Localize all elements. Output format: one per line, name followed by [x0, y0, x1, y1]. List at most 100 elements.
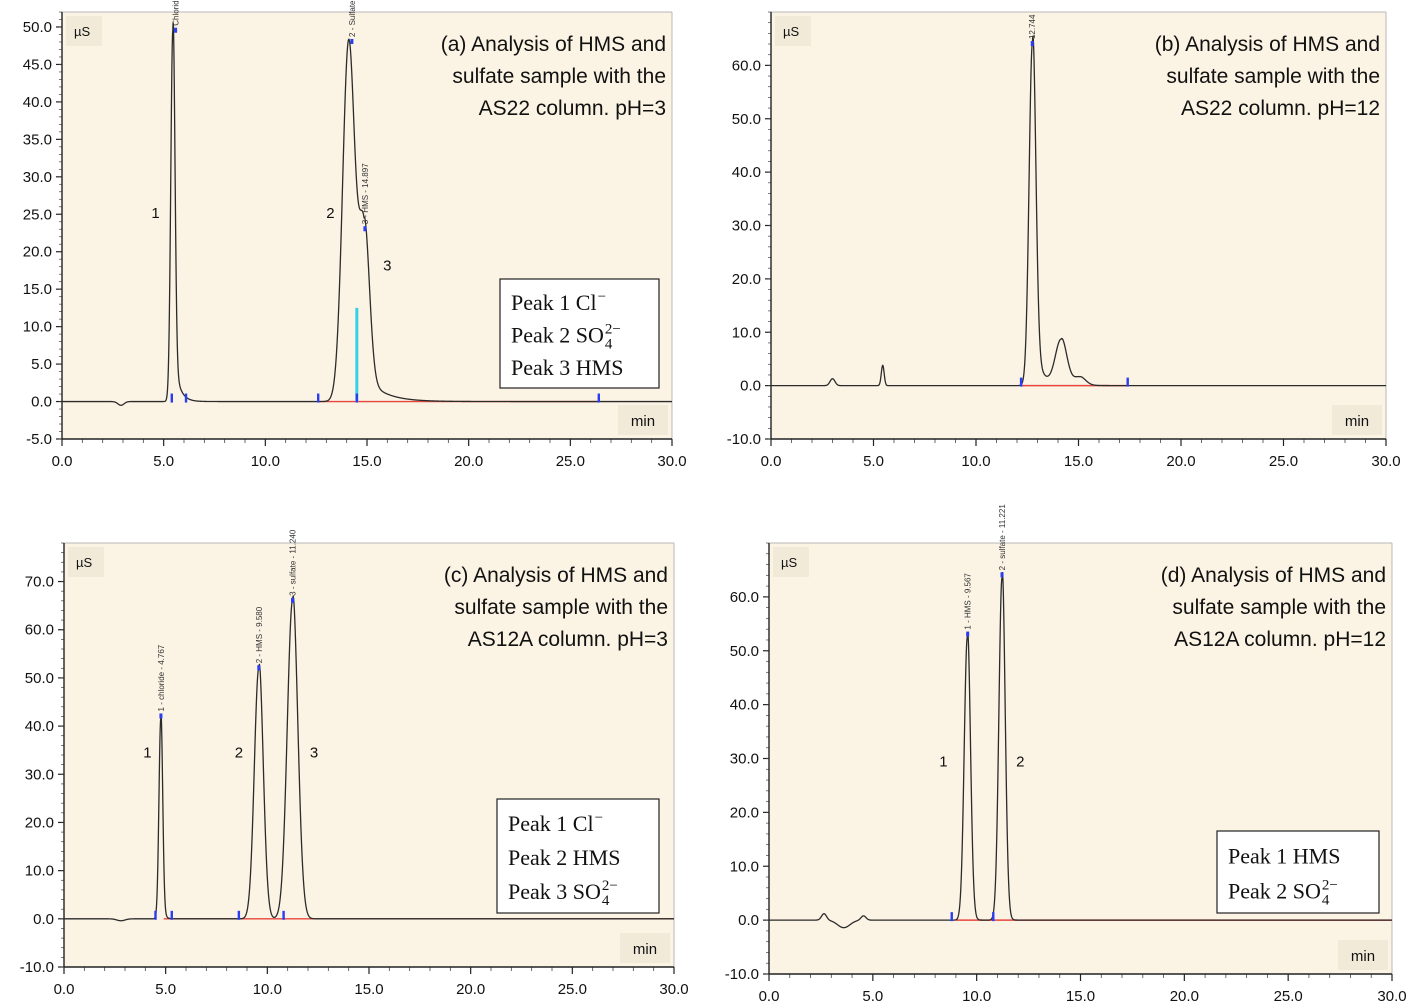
x-tick-label: 0.0	[761, 453, 782, 470]
x-tick-label: 0.0	[54, 981, 75, 998]
y-tick-label: 30.0	[23, 169, 52, 186]
y-tick-label: -5.0	[26, 431, 52, 448]
peak-apex-marker	[291, 597, 295, 603]
unit-label: µS	[74, 24, 90, 39]
x-unit-label-box	[1332, 405, 1382, 435]
panel-title-line: sulfate sample with the	[454, 596, 668, 619]
x-tick-label: 30.0	[659, 981, 688, 998]
legend-entry: Peak 3 HMS	[511, 355, 623, 380]
legend-entry: Peak 2 SO2− 4	[1228, 878, 1338, 909]
x-tick-label: 15.0	[352, 453, 381, 470]
y-tick-label: 0.0	[31, 394, 52, 411]
legend-box	[1216, 830, 1380, 914]
x-tick-label: 25.0	[1274, 988, 1303, 1005]
peak-label: 2 - Sulfate - 14.257	[348, 0, 357, 37]
peak-apex-marker	[257, 665, 261, 671]
x-tick-label: 25.0	[558, 981, 587, 998]
y-tick-label: 10.0	[732, 324, 761, 341]
y-tick-label: 10.0	[730, 858, 759, 875]
peak-number: 3	[310, 744, 318, 761]
x-tick-label: 20.0	[1166, 453, 1195, 470]
x-tick-label: 10.0	[961, 453, 990, 470]
peak-number: 2	[326, 205, 334, 222]
unit-label-box	[773, 547, 809, 577]
panel-title-line: (a) Analysis of HMS and	[441, 33, 666, 56]
integration-marker	[170, 393, 173, 403]
integration-marker	[317, 393, 320, 403]
x-tick-label: 25.0	[1269, 453, 1298, 470]
unit-label: µS	[781, 555, 797, 570]
panel-title-line: AS22 column. pH=12	[1181, 97, 1380, 120]
y-tick-label: 20.0	[25, 814, 54, 831]
chromatogram-trace	[771, 34, 1386, 387]
peak-apex-marker	[350, 38, 354, 44]
peak-apex-marker	[174, 27, 178, 33]
integration-marker	[1126, 377, 1129, 387]
y-tick-label: 60.0	[730, 589, 759, 606]
panel-title-line: AS12A column. pH=12	[1174, 628, 1386, 651]
x-tick-label: 15.0	[1066, 988, 1095, 1005]
y-tick-label: 70.0	[25, 574, 54, 591]
y-tick-label: 30.0	[732, 218, 761, 235]
y-tick-label: 60.0	[732, 57, 761, 74]
integration-marker	[184, 393, 188, 403]
y-tick-label: 50.0	[25, 670, 54, 687]
x-tick-label: 5.0	[863, 453, 884, 470]
legend-box	[496, 798, 660, 914]
integration-marker	[237, 910, 241, 920]
plot-area	[771, 12, 1386, 439]
x-unit-label: min	[1345, 413, 1369, 430]
integration-marker	[992, 912, 995, 922]
y-tick-label: 5.0	[31, 356, 52, 373]
peak-label: Chloride - 5.587	[172, 0, 181, 26]
peak-number: 2	[1016, 754, 1024, 771]
x-tick-label: 15.0	[1064, 453, 1093, 470]
panel-title-line: (b) Analysis of HMS and	[1155, 33, 1380, 56]
chromatogram-trace	[769, 572, 1392, 929]
peak-apex-marker	[159, 713, 163, 719]
chromatogram-trace	[62, 22, 672, 406]
y-tick-label: 0.0	[33, 911, 54, 928]
y-tick-label: 30.0	[730, 751, 759, 768]
peak-number: 2	[235, 744, 243, 761]
y-tick-label: 30.0	[25, 766, 54, 783]
y-tick-label: 0.0	[740, 378, 761, 395]
chart-panel-d: 0.0 5.0 10.0 15.0 20.0 25.0 30.0-10.00.010.020…	[725, 504, 1407, 1005]
x-tick-label: 20.0	[454, 453, 483, 470]
chart-panel-a: 0.0 5.0 10.0 15.0 20.0 25.0 30.0-5.00.05.010.0…	[23, 0, 687, 470]
x-unit-label: min	[631, 413, 655, 430]
y-tick-label: 10.0	[25, 863, 54, 880]
integration-marker	[282, 910, 285, 920]
x-tick-label: 0.0	[52, 453, 73, 470]
y-tick-label: 40.0	[25, 718, 54, 735]
y-tick-label: 45.0	[23, 56, 52, 73]
y-tick-label: 0.0	[738, 912, 759, 929]
y-tick-label: -10.0	[20, 959, 54, 976]
y-tick-label: 50.0	[23, 19, 52, 36]
y-tick-label: 25.0	[23, 206, 52, 223]
unit-label-box	[68, 547, 104, 577]
integration-marker	[597, 393, 600, 403]
peak-label: 12.744	[1028, 14, 1037, 39]
x-tick-label: 10.0	[962, 988, 991, 1005]
panel-title-line: sulfate sample with the	[1166, 65, 1380, 88]
x-tick-label: 30.0	[1377, 988, 1406, 1005]
integration-marker	[170, 910, 173, 920]
x-unit-label: min	[1351, 948, 1375, 965]
peak-apex-marker	[966, 631, 970, 637]
x-unit-label-box	[618, 405, 668, 435]
x-tick-label: 25.0	[556, 453, 585, 470]
peak-label: 1 - HMS - 9.567	[964, 573, 973, 630]
x-tick-label: 20.0	[456, 981, 485, 998]
x-tick-label: 0.0	[759, 988, 780, 1005]
integration-marker	[355, 393, 359, 403]
panel-title-line: AS22 column. pH=3	[479, 97, 666, 120]
y-tick-label: 15.0	[23, 281, 52, 298]
legend-entry: Peak 1 Cl−	[508, 810, 603, 836]
integration-marker	[1019, 377, 1023, 387]
y-tick-label: 40.0	[732, 164, 761, 181]
unit-label-box	[775, 16, 811, 46]
x-tick-label: 5.0	[862, 988, 883, 1005]
peak-apex-marker	[363, 226, 367, 232]
panel-title-line: sulfate sample with the	[1172, 596, 1386, 619]
